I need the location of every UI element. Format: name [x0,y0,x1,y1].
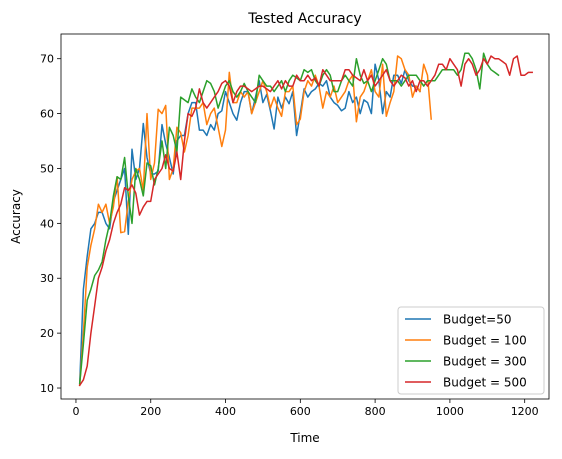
x-axis-label: Time [289,431,319,445]
legend: Budget=50 Budget = 100 Budget = 300 Budget … [398,307,544,394]
legend-label-1: Budget=50 [443,313,511,327]
x-tick-label: 200 [140,405,161,418]
legend-label-4: Budget = 500 [443,376,527,390]
x-tick-label: 400 [215,405,236,418]
x-tick-label: 600 [290,405,311,418]
y-tick-label: 70 [40,53,54,66]
x-tick-label: 0 [72,405,79,418]
y-tick-label: 50 [40,162,54,175]
y-tick-label: 40 [40,217,54,230]
y-axis-label: Accuracy [9,189,23,244]
y-tick-label: 60 [40,108,54,121]
chart-title: Tested Accuracy [247,11,361,27]
y-tick-label: 10 [40,382,54,395]
x-tick-label: 1000 [436,405,464,418]
x-tick-label: 800 [365,405,386,418]
y-tick-label: 30 [40,272,54,285]
legend-label-3: Budget = 300 [443,355,527,369]
x-tick-label: 1200 [511,405,539,418]
y-tick-label: 20 [40,327,54,340]
legend-label-2: Budget = 100 [443,334,527,348]
